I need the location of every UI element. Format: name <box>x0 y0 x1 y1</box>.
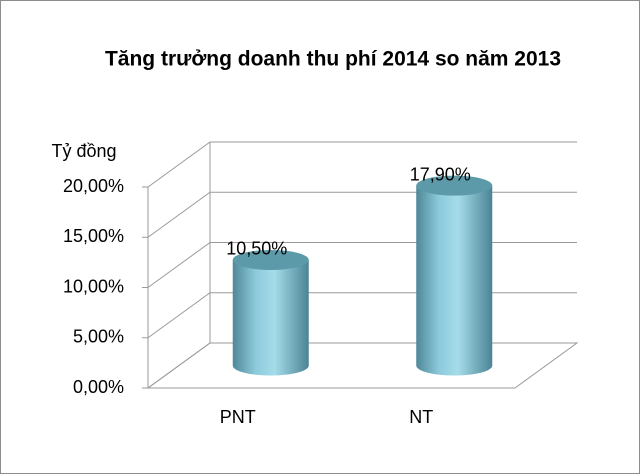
x-tick-label: PNT <box>220 407 256 427</box>
y-tick-label: 5,00% <box>73 327 124 347</box>
y-tick-label: 10,00% <box>63 276 124 296</box>
grid-line <box>147 141 577 188</box>
value-label: 17,90% <box>410 164 471 184</box>
chart-title: Tăng trưởng doanh thu phí 2014 so năm 20… <box>105 48 561 71</box>
y-tick-label: 20,00% <box>63 176 124 196</box>
y-tick-label: 15,00% <box>63 226 124 246</box>
cylinder-top <box>416 175 493 196</box>
value-label: 10,50% <box>226 239 287 259</box>
cylinder-top <box>232 249 309 270</box>
cylinder-body <box>232 259 309 376</box>
x-tick-label: NT <box>409 407 433 427</box>
cylinder-body <box>416 185 493 376</box>
y-tick-label: 0,00% <box>73 377 124 397</box>
y-axis-label: Tỷ đồng <box>51 141 116 161</box>
